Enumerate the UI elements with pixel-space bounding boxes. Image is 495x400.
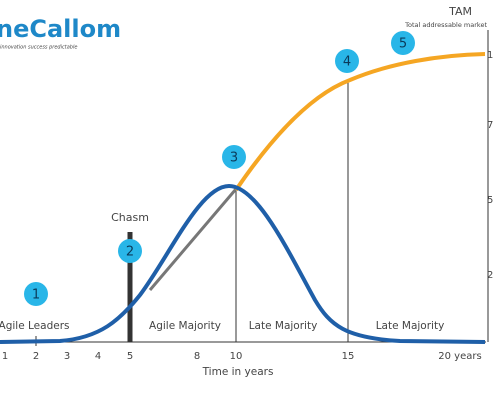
x-tick-label: 3 bbox=[64, 351, 70, 362]
step-number: 3 bbox=[230, 151, 238, 166]
phase-label: Late Majority bbox=[376, 320, 445, 332]
right-axis-label: 1 bbox=[487, 50, 493, 61]
tam-subtitle: Total addressable market bbox=[404, 21, 487, 29]
step-number: 5 bbox=[399, 37, 407, 52]
step-marker bbox=[391, 31, 415, 55]
step-number: 1 bbox=[32, 288, 40, 303]
logo-name: neCallom bbox=[0, 15, 121, 43]
bell-curve bbox=[0, 183, 486, 344]
right-axis-label: 7 bbox=[487, 120, 493, 131]
x-tick-label: 10 bbox=[230, 351, 243, 362]
step-number: 4 bbox=[343, 55, 351, 70]
step-marker bbox=[24, 282, 48, 306]
x-tick-label: 5 bbox=[127, 351, 133, 362]
step-marker bbox=[118, 239, 142, 263]
chasm-bar bbox=[127, 232, 133, 342]
step-marker bbox=[222, 145, 246, 169]
right-axis-label: 2 bbox=[487, 270, 493, 281]
x-tick-label: 2 bbox=[33, 351, 39, 362]
tam-title: TAM bbox=[448, 5, 472, 18]
x-tick-label: 20 years bbox=[438, 351, 481, 362]
step-marker bbox=[335, 49, 359, 73]
logo-tagline: innovation success predictable bbox=[0, 45, 77, 51]
x-tick-label: 1 bbox=[2, 351, 8, 362]
chasm-label: Chasm bbox=[111, 211, 149, 224]
right-axis-label: 5 bbox=[487, 195, 493, 206]
x-axis-title: Time in years bbox=[202, 366, 274, 378]
x-tick-label: 8 bbox=[194, 351, 200, 362]
x-tick-label: 15 bbox=[342, 351, 355, 362]
step-number: 2 bbox=[126, 245, 134, 260]
s-curve bbox=[234, 52, 486, 192]
x-tick-label: 4 bbox=[95, 351, 101, 362]
phase-label: Agile Leaders bbox=[0, 320, 69, 332]
phase-label: Agile Majority bbox=[149, 320, 221, 332]
phase-label: Late Majority bbox=[249, 320, 318, 332]
linear-segment bbox=[148, 188, 238, 291]
